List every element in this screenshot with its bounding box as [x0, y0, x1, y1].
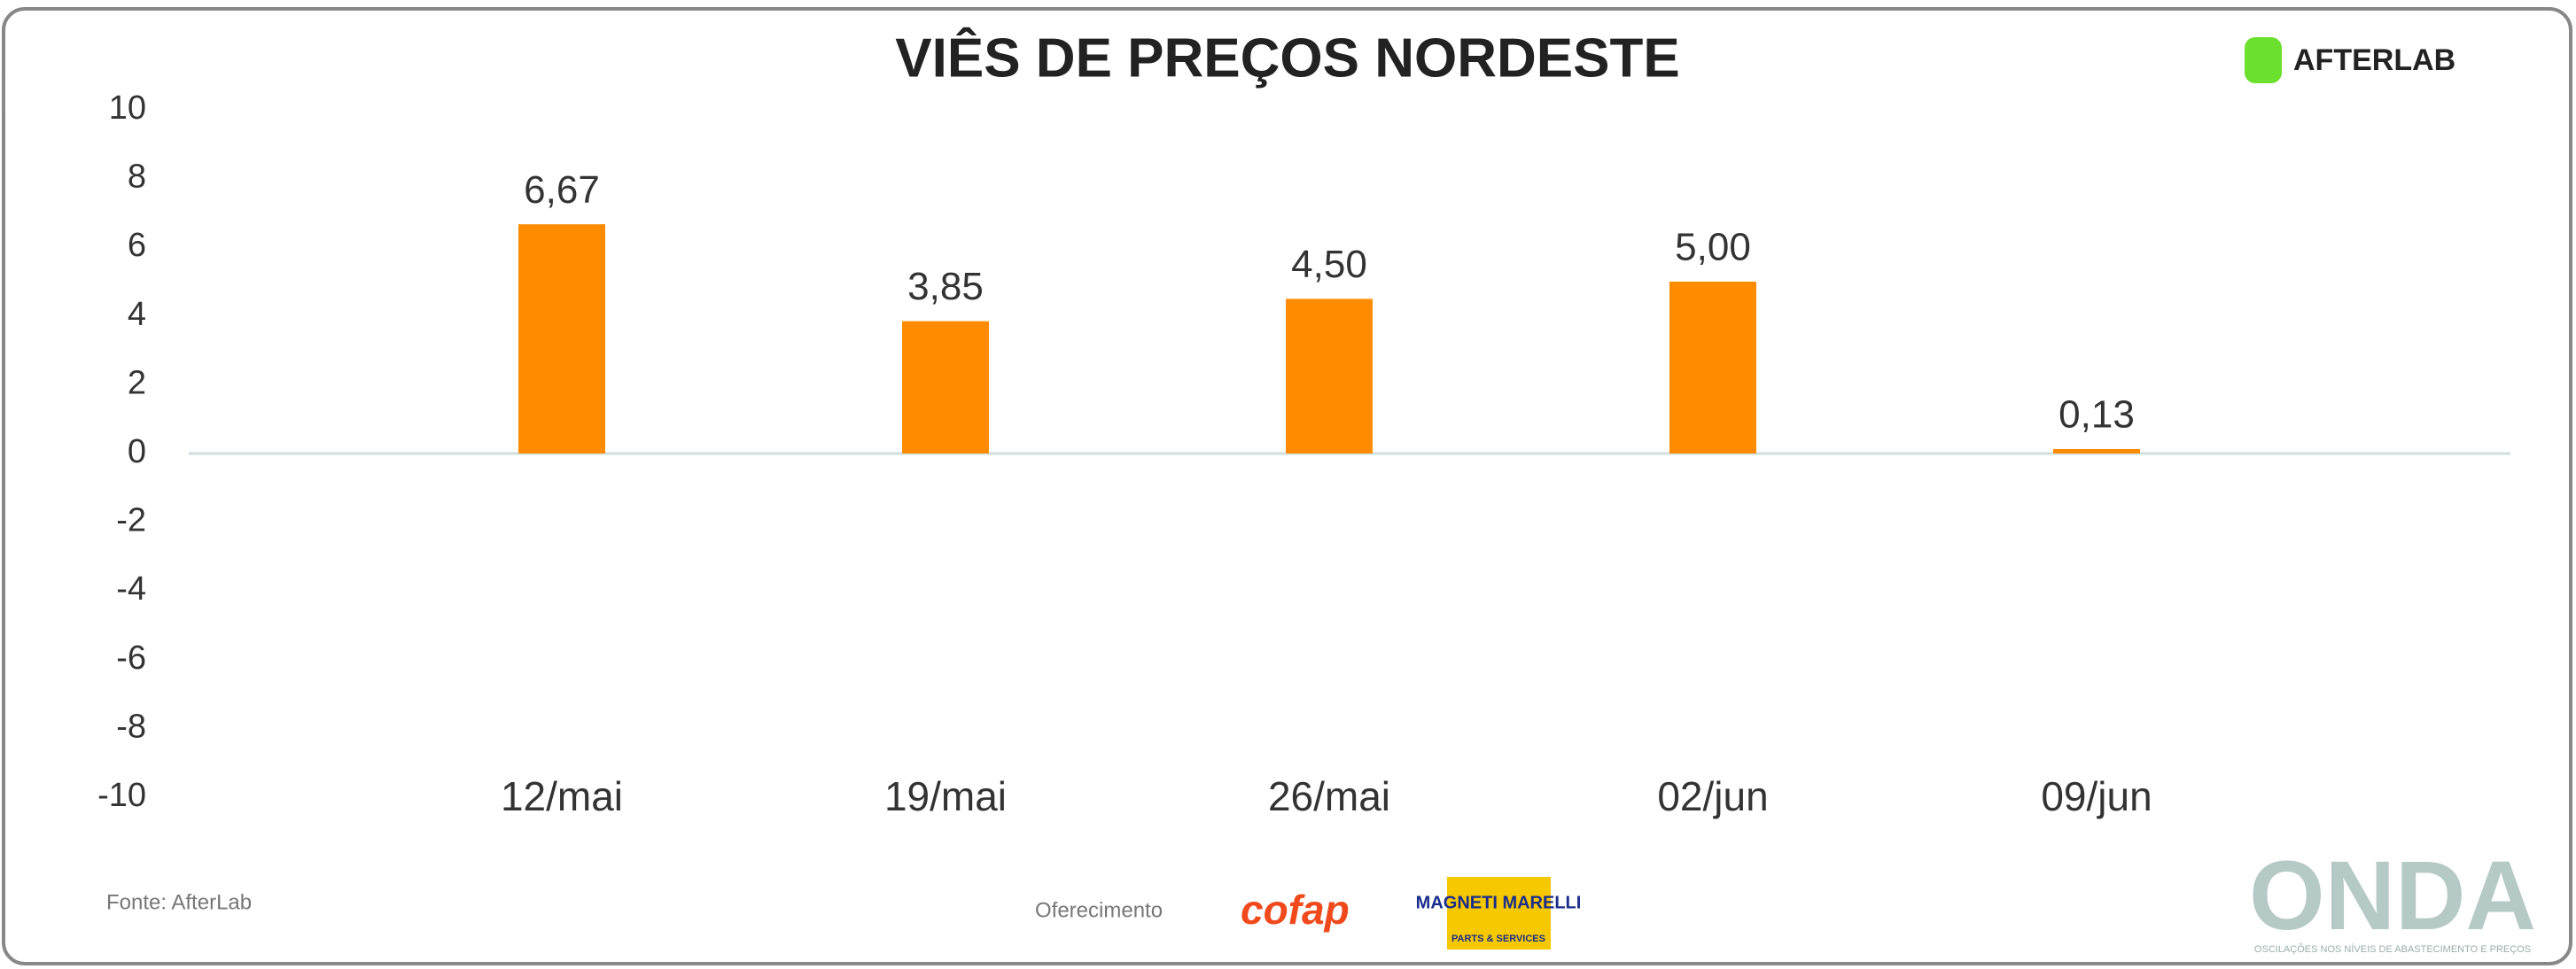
bar [1286, 298, 1373, 453]
brand-icon [2245, 37, 2282, 83]
y-tick-label: -2 [116, 502, 146, 539]
data-label: 0,13 [2058, 393, 2135, 437]
data-label: 3,85 [907, 265, 984, 308]
bar [902, 321, 989, 453]
data-label: 6,67 [524, 168, 600, 212]
y-tick-label: -8 [116, 708, 146, 745]
onda-logo: ONDA [2249, 841, 2536, 950]
bar [1669, 282, 1756, 453]
brand-logo: AFTERLAB [2245, 37, 2455, 83]
sponsor-box [1447, 877, 1551, 950]
y-tick-label: 4 [128, 296, 146, 333]
x-tick-label: 19/mai [884, 773, 1007, 819]
source: Fonte: AfterLab [106, 890, 252, 914]
bar [2053, 448, 2140, 453]
y-tick-label: -6 [116, 640, 146, 677]
data-label: 4,50 [1291, 243, 1367, 286]
y-tick-label: -10 [97, 777, 146, 814]
y-tick-label: 8 [128, 159, 146, 196]
sponsor-magneti: MAGNETI MARELLI [1416, 893, 1582, 912]
chart-title: VIÊS DE PREÇOS NORDESTE [895, 27, 1679, 89]
sponsor-parts: PARTS & SERVICES [1451, 934, 1545, 944]
frame [2, 7, 2572, 965]
x-tick-label: 02/jun [1657, 773, 1768, 819]
y-tick-label: 6 [128, 227, 146, 264]
y-tick-label: 10 [109, 89, 146, 127]
onda-tagline: OSCILAÇÕES NOS NÍVEIS DE ABASTECIMENTO E… [2254, 943, 2531, 955]
x-tick-label: 09/jun [2041, 773, 2152, 819]
sponsor-label: Oferecimento [1035, 898, 1163, 922]
x-tick-label: 26/mai [1268, 773, 1390, 819]
brand-name: AFTERLAB [2293, 43, 2455, 77]
y-tick-label: 0 [128, 433, 146, 470]
y-tick-label: -4 [116, 570, 146, 608]
bar [518, 224, 605, 454]
y-tick-label: 2 [128, 364, 146, 401]
data-label: 5,00 [1675, 226, 1751, 269]
x-tick-label: 12/mai [501, 773, 623, 819]
sponsor-cofap: cofap [1241, 887, 1350, 933]
